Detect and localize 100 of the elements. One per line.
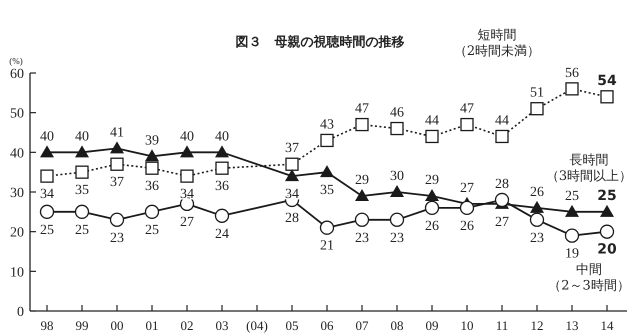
series-label: 長時間（3時間以上）: [546, 152, 632, 184]
point: [110, 212, 124, 227]
data-label: 36: [145, 179, 159, 194]
point: [425, 130, 439, 144]
data-label: 44: [495, 113, 509, 128]
point: [110, 141, 124, 154]
point: [74, 204, 90, 219]
y-tick-label: 10: [10, 265, 24, 280]
data-label: 51: [530, 86, 544, 101]
data-label: 27: [495, 214, 509, 230]
data-label: 30: [390, 169, 404, 184]
data-label: 23: [530, 230, 544, 246]
x-tick-label: (04): [246, 318, 268, 333]
data-label: 29: [425, 172, 439, 188]
data-label: 20: [597, 242, 617, 258]
point: [320, 220, 334, 235]
point: [600, 90, 614, 104]
data-label: 35: [75, 183, 89, 198]
data-label: 46: [390, 106, 404, 121]
data-label: 43: [320, 117, 334, 132]
point: [145, 149, 159, 162]
point: [40, 204, 54, 219]
point: [285, 158, 299, 171]
x-tick-label: 08: [390, 318, 404, 333]
x-tick-label: 01: [146, 318, 158, 333]
point: [355, 188, 369, 201]
x-tick-label: 98: [40, 318, 54, 333]
point: [425, 188, 439, 201]
data-label: 23: [110, 230, 124, 246]
point: [600, 224, 614, 239]
point: [424, 200, 440, 216]
point: [530, 212, 544, 227]
data-label: 23: [390, 230, 404, 246]
data-label: 26: [530, 184, 544, 200]
point: [145, 162, 159, 175]
point: [285, 169, 299, 182]
point: [600, 204, 614, 217]
point: [215, 162, 229, 175]
data-label: 47: [355, 102, 369, 117]
point: [530, 200, 544, 213]
x-tick-label: 00: [110, 318, 124, 333]
point: [565, 82, 579, 96]
point: [390, 122, 404, 136]
data-label: 25: [597, 188, 617, 204]
x-tick-label: 12: [530, 318, 544, 333]
point: [355, 118, 369, 132]
point: [214, 208, 230, 223]
point: [495, 130, 509, 144]
x-tick-label: 13: [566, 318, 578, 333]
data-label: 41: [110, 125, 124, 140]
point: [564, 228, 580, 243]
data-label: 26: [425, 218, 439, 234]
x-tick-label: 14: [600, 318, 614, 333]
data-label: 47: [460, 102, 474, 117]
data-label: 37: [110, 175, 124, 190]
data-label: 28: [495, 176, 509, 192]
point: [320, 165, 334, 178]
point: [215, 145, 229, 158]
x-tick-label: 06: [320, 318, 334, 333]
data-label: 40: [215, 129, 229, 144]
point: [180, 169, 194, 183]
data-label: 28: [285, 210, 299, 226]
data-label: 40: [180, 129, 194, 144]
point: [494, 192, 510, 208]
data-label: 26: [460, 218, 474, 234]
point: [75, 145, 89, 158]
data-label: 54: [597, 72, 617, 89]
data-label: 27: [180, 214, 194, 230]
text: 中間（2～3時間）: [548, 262, 630, 294]
point: [460, 118, 474, 132]
data-label: 27: [460, 180, 474, 196]
data-label: 40: [40, 129, 54, 144]
x-tick-label: 07: [356, 318, 369, 333]
x-tick-label: 09: [426, 318, 438, 333]
point: [110, 158, 124, 171]
data-label: 19: [565, 246, 579, 262]
y-tick-label: 30: [10, 186, 24, 201]
y-axis-title: (%): [9, 56, 23, 66]
data-label: 40: [75, 129, 89, 144]
data-label: 25: [145, 222, 159, 238]
x-tick-label: 05: [286, 318, 298, 333]
chart-title: 図３ 母親の視聴時間の推移: [236, 34, 404, 50]
x-tick-label: 99: [76, 318, 88, 333]
data-label: 25: [40, 222, 54, 238]
point: [320, 134, 334, 148]
x-tick-label: 11: [496, 318, 508, 333]
data-label: 44: [425, 113, 439, 128]
point: [565, 204, 579, 217]
data-label: 36: [215, 179, 229, 194]
point: [390, 212, 404, 227]
y-tick-label: 40: [10, 146, 24, 162]
text: 短時間（2時間未満）: [454, 28, 540, 59]
data-label: 24: [215, 226, 229, 242]
point: [354, 212, 370, 227]
y-tick-label: 60: [10, 67, 24, 82]
data-label: 25: [565, 188, 579, 204]
x-tick-label: 02: [180, 318, 194, 333]
data-label: 25: [75, 222, 89, 238]
point: [390, 185, 404, 197]
data-label: 34: [40, 187, 54, 202]
